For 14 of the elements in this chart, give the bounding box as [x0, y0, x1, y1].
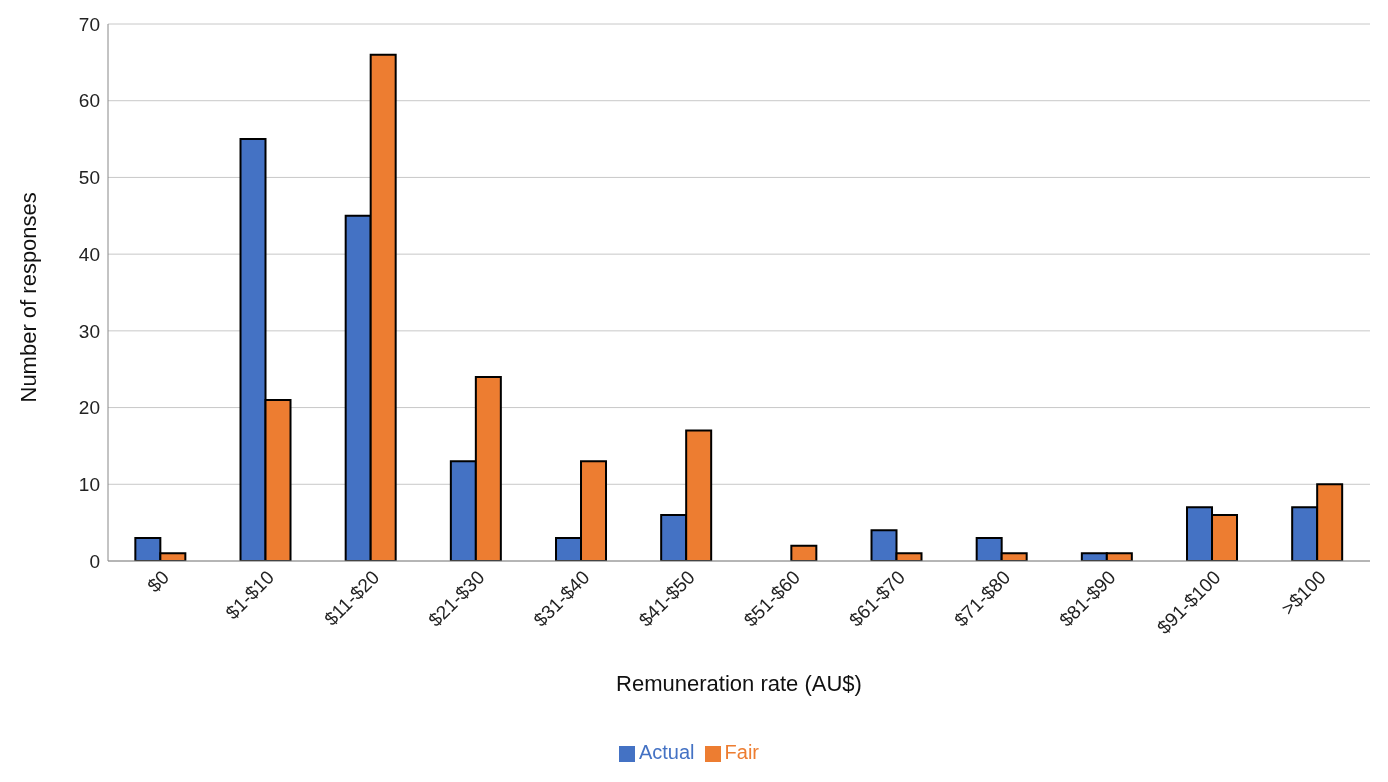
x-tick-label: $0 — [143, 566, 173, 597]
y-tick-label: 30 — [78, 320, 100, 342]
y-tick-label: 0 — [89, 550, 100, 572]
y-axis-title: Number of responses — [15, 192, 41, 403]
legend-label: Actual — [638, 741, 695, 763]
y-tick-label: 40 — [78, 243, 100, 265]
y-tick-label: 60 — [78, 90, 100, 112]
x-axis-title: Remuneration rate (AU$) — [616, 671, 862, 696]
y-tick-label: 10 — [78, 474, 100, 496]
bar — [790, 544, 818, 561]
legend-label: Fair — [724, 741, 760, 763]
y-tick-label: 20 — [78, 397, 100, 419]
y-tick-label: 50 — [78, 167, 100, 189]
y-tick-label: 70 — [78, 13, 100, 35]
